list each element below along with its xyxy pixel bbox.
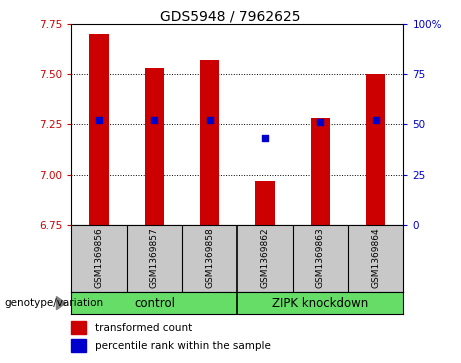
Bar — [366, 74, 385, 225]
Text: GSM1369858: GSM1369858 — [205, 227, 214, 288]
Bar — [71, 321, 86, 334]
Text: ZIPK knockdown: ZIPK knockdown — [272, 297, 368, 310]
Text: GSM1369856: GSM1369856 — [95, 227, 104, 288]
Point — [372, 117, 379, 123]
Bar — [311, 118, 330, 225]
Point — [95, 117, 103, 123]
Text: GSM1369864: GSM1369864 — [371, 227, 380, 288]
Text: GDS5948 / 7962625: GDS5948 / 7962625 — [160, 9, 301, 23]
Point — [261, 135, 269, 141]
Text: genotype/variation: genotype/variation — [5, 298, 104, 308]
Bar — [200, 60, 219, 225]
Text: control: control — [134, 297, 175, 310]
Point — [151, 117, 158, 123]
Text: transformed count: transformed count — [95, 323, 192, 333]
Bar — [255, 181, 275, 225]
Text: GSM1369863: GSM1369863 — [316, 227, 325, 288]
Point — [206, 117, 213, 123]
Text: GSM1369862: GSM1369862 — [260, 227, 270, 288]
Bar — [71, 339, 86, 352]
Text: GSM1369857: GSM1369857 — [150, 227, 159, 288]
Bar — [145, 68, 164, 225]
Bar — [89, 34, 109, 225]
Point — [317, 119, 324, 125]
Text: percentile rank within the sample: percentile rank within the sample — [95, 341, 271, 351]
Polygon shape — [56, 297, 65, 310]
